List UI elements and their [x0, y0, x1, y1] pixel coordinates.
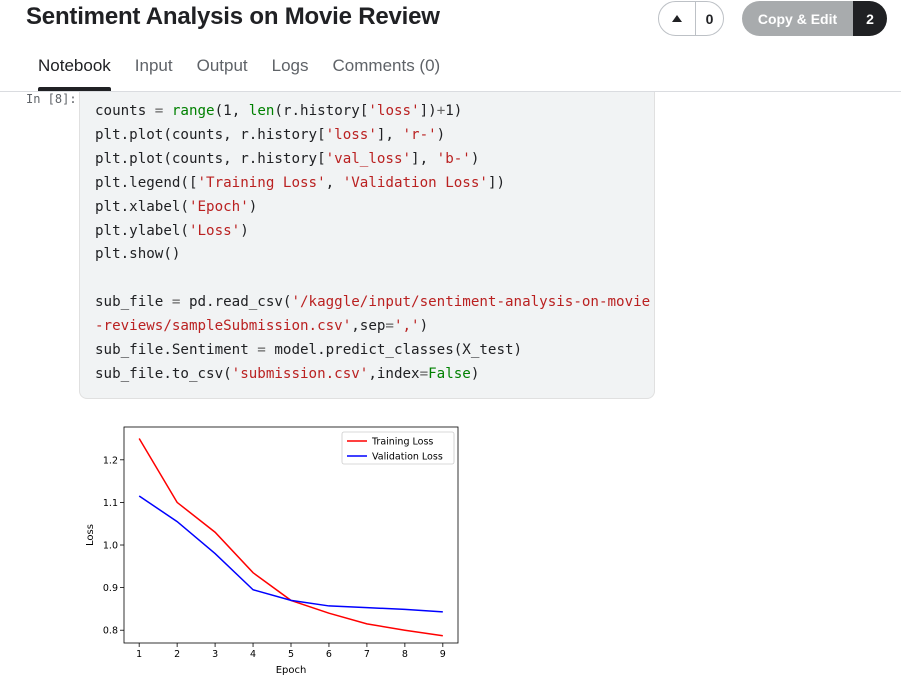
copy-edit-button[interactable]: Copy & Edit 2 [742, 1, 887, 36]
code-cell[interactable]: counts = range(1, len(r.history['loss'])… [79, 92, 655, 399]
notebook-tabs: Notebook Input Output Logs Comments (0) [26, 56, 452, 88]
upvote-button[interactable] [659, 2, 695, 35]
y-axis-label: Loss [85, 524, 96, 546]
x-tick-label: 2 [174, 649, 180, 660]
caret-up-icon [672, 15, 682, 22]
x-tick-label: 6 [326, 649, 332, 660]
y-tick-label: 1.2 [103, 455, 118, 466]
x-tick-label: 1 [136, 649, 142, 660]
x-tick-label: 5 [288, 649, 294, 660]
x-tick-label: 7 [364, 649, 370, 660]
tab-notebook[interactable]: Notebook [26, 56, 123, 88]
notebook-title: Sentiment Analysis on Movie Review [26, 3, 440, 31]
cell-prompt: In [8]: [26, 92, 77, 106]
upvote-widget: 0 [658, 1, 724, 36]
code-text: counts = range(1, len(r.history['loss'])… [95, 100, 650, 387]
vote-count: 0 [696, 11, 723, 27]
y-tick-label: 1.1 [103, 498, 118, 509]
x-tick-label: 9 [440, 649, 446, 660]
tab-comments[interactable]: Comments (0) [321, 56, 453, 88]
x-tick-label: 8 [402, 649, 408, 660]
x-axis-label: Epoch [276, 665, 307, 676]
legend-label: Validation Loss [372, 452, 443, 463]
y-tick-label: 0.8 [103, 626, 118, 637]
tab-input[interactable]: Input [123, 56, 185, 88]
y-tick-label: 1.0 [103, 541, 118, 552]
legend-label: Training Loss [371, 437, 433, 448]
copy-edit-label: Copy & Edit [742, 1, 853, 36]
tab-logs[interactable]: Logs [260, 56, 321, 88]
y-tick-label: 0.9 [103, 583, 118, 594]
copy-edit-count: 2 [853, 1, 887, 36]
x-tick-label: 4 [250, 649, 256, 660]
loss-chart: 1 2 3 4 5 6 7 8 9 0.8 0.9 1.0 1.1 1.2 Epoch Loss Trainin… [80, 420, 480, 682]
x-tick-label: 3 [212, 649, 218, 660]
tab-output[interactable]: Output [185, 56, 260, 88]
